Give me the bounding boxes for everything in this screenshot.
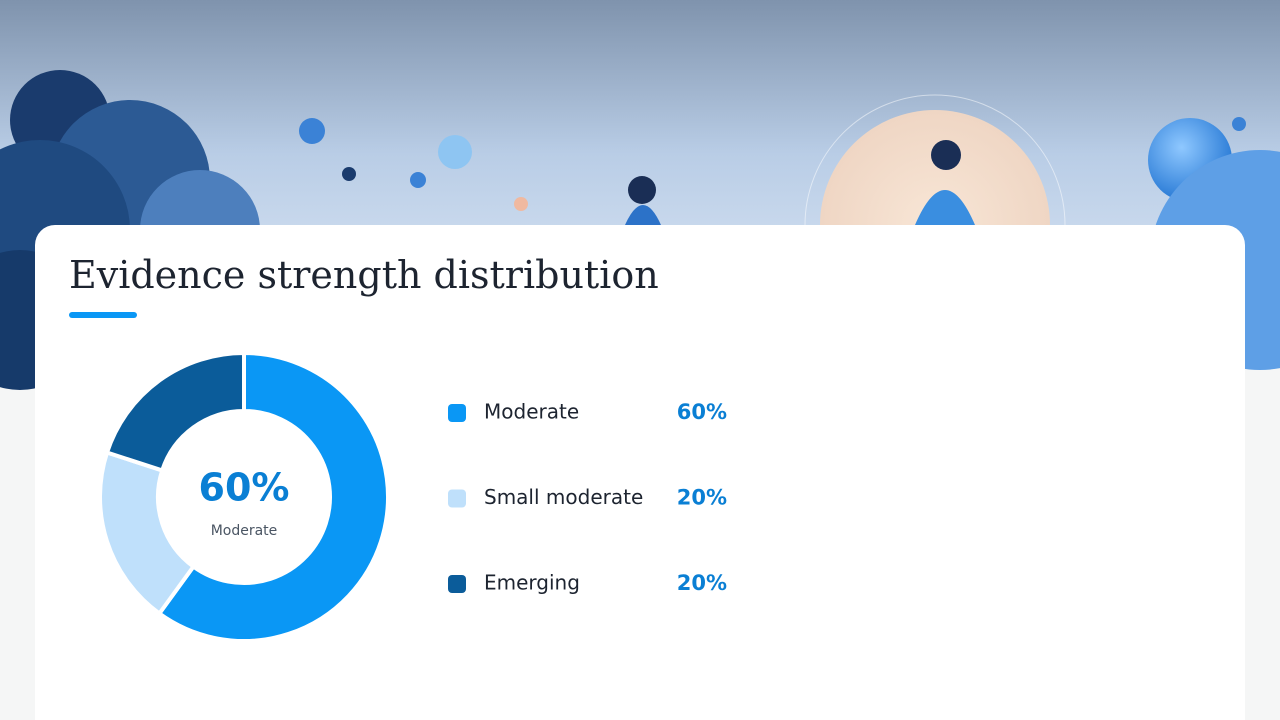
title-underline bbox=[69, 312, 137, 318]
legend-swatch bbox=[448, 489, 466, 508]
center-value: 60% bbox=[199, 466, 290, 510]
legend-label: Moderate bbox=[484, 400, 579, 424]
legend-value: 20% bbox=[677, 486, 727, 510]
donut bbox=[98, 350, 390, 643]
center-label: Moderate bbox=[211, 523, 278, 539]
legend-value: 20% bbox=[677, 571, 727, 595]
legend-label: Small moderate bbox=[484, 485, 643, 509]
slice bbox=[98, 449, 197, 617]
chart-title: Evidence strength distribution bbox=[69, 253, 659, 297]
slice bbox=[104, 350, 246, 473]
legend-label: Emerging bbox=[484, 571, 580, 595]
legend-swatch bbox=[448, 575, 466, 593]
legend-swatch bbox=[448, 404, 466, 422]
legend: Moderate 60% Small moderate 20% Emerging 20% bbox=[448, 400, 727, 595]
slice bbox=[156, 350, 390, 643]
legend-value: 60% bbox=[677, 400, 727, 424]
